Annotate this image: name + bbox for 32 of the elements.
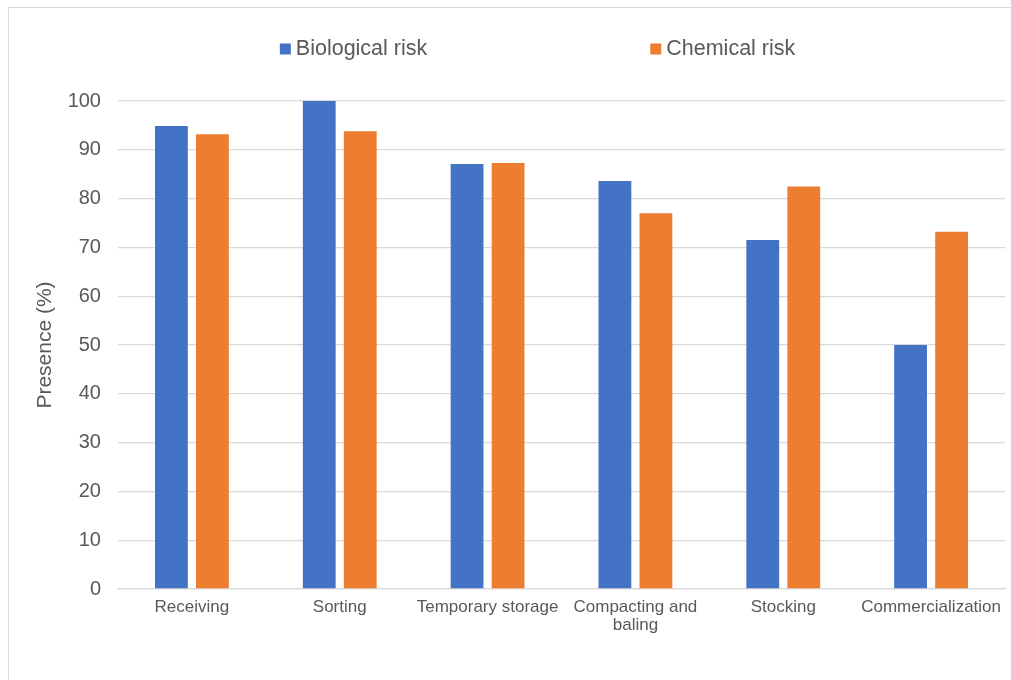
y-tick-label: 10	[78, 527, 101, 550]
x-tick-label: Commercialization	[861, 596, 1001, 616]
y-tick-label: 20	[78, 478, 101, 501]
bar	[598, 181, 632, 589]
bar	[196, 134, 229, 589]
bar	[935, 231, 969, 589]
y-axis-title: Presence (%)	[32, 281, 56, 409]
bar	[302, 101, 336, 589]
x-tick-label: Compacting and baling	[573, 596, 698, 635]
x-tick-label: Sorting	[312, 596, 367, 616]
y-tick-label: 30	[78, 430, 101, 453]
y-tick-label: 50	[78, 332, 101, 355]
bar	[343, 131, 377, 589]
y-tick-label: 90	[78, 137, 101, 160]
y-tick-label: 70	[78, 234, 101, 257]
y-tick-label: 80	[78, 186, 101, 209]
bar	[746, 240, 780, 589]
y-tick-label: 60	[78, 283, 101, 306]
bar	[787, 186, 821, 589]
x-tick-label: Temporary storage	[416, 596, 559, 616]
y-tick-label: 40	[78, 381, 101, 404]
x-tick-label: Receiving	[154, 596, 230, 616]
y-tick-label: 100	[67, 88, 101, 111]
bar	[155, 125, 188, 589]
legend-label: Biological risk	[295, 35, 428, 60]
y-tick-label: 0	[89, 576, 101, 599]
bar	[491, 162, 525, 589]
bar	[639, 213, 673, 589]
bar	[894, 345, 927, 589]
bar	[450, 163, 484, 589]
legend-label: Chemical risk	[666, 35, 796, 60]
x-tick-label: Stocking	[750, 596, 816, 616]
